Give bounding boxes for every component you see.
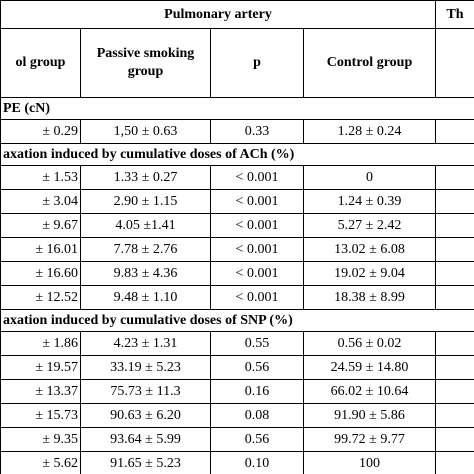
table-cell: 9.83 ± 4.36 (80, 261, 211, 286)
table-row: ± 3.04 2.90 ± 1.15 < 0.001 1.24 ± 0.39 (0, 189, 474, 214)
table-cell: 33.19 ± 5.23 (80, 355, 211, 380)
table-cell: 24.59 ± 14.80 (302, 355, 437, 380)
table-cell (435, 331, 474, 356)
table-cell: ± 1.53 (0, 165, 81, 190)
table-cell: ± 9.67 (0, 213, 81, 238)
table-row: axation induced by cumulative doses of A… (0, 143, 474, 166)
table-cell (435, 213, 474, 238)
table-cell (435, 427, 474, 452)
table-cell: < 0.001 (210, 213, 304, 238)
column-header: ol group (0, 28, 81, 98)
table-cell: ± 16.01 (0, 237, 81, 262)
table-cell: < 0.001 (210, 285, 304, 310)
table-cell: 0.56 (210, 427, 304, 452)
table-cell: 1.28 ± 0.24 (302, 119, 437, 144)
table-row: ± 15.73 90.63 ± 6.20 0.08 91.90 ± 5.86 (0, 403, 474, 428)
group-header: Th (435, 0, 474, 29)
table-cell: 66.02 ± 10.64 (302, 379, 437, 404)
table-row: ± 16.01 7.78 ± 2.76 < 0.001 13.02 ± 6.08 (0, 237, 474, 262)
table-cell: 91.65 ± 5.23 (80, 451, 211, 474)
table-row: PE (cN) (0, 97, 474, 120)
table-cell: 91.90 ± 5.86 (302, 403, 437, 428)
table-cell (435, 261, 474, 286)
column-header: Control group (302, 28, 437, 98)
table-cell: 1.33 ± 0.27 (80, 165, 211, 190)
table-cell: 5.27 ± 2.42 (302, 213, 437, 238)
table-cell: 0.16 (210, 379, 304, 404)
table-row: ± 5.62 91.65 ± 5.23 0.10 100 (0, 451, 474, 474)
table-cell: ± 13.37 (0, 379, 81, 404)
table-row: ± 19.57 33.19 ± 5.23 0.56 24.59 ± 14.80 (0, 355, 474, 380)
table-cell: 93.64 ± 5.99 (80, 427, 211, 452)
table-cell: 0 (302, 165, 437, 190)
table-cell: 7.78 ± 2.76 (80, 237, 211, 262)
table-row: ± 1.53 1.33 ± 0.27 < 0.001 0 (0, 165, 474, 190)
table-cell (435, 403, 474, 428)
table-cell: < 0.001 (210, 261, 304, 286)
table-cell: < 0.001 (210, 189, 304, 214)
table-cell (435, 119, 474, 144)
column-header: p (210, 28, 304, 98)
table-cell: ± 15.73 (0, 403, 81, 428)
table-cell (435, 189, 474, 214)
table-cell: < 0.001 (210, 237, 304, 262)
column-header: Passive smoking group (80, 28, 211, 98)
section-title: axation induced by cumulative doses of S… (0, 309, 474, 332)
table-cell: 1.24 ± 0.39 (302, 189, 437, 214)
table-row: ± 0.29 1,50 ± 0.63 0.33 1.28 ± 0.24 (0, 119, 474, 144)
table-cell: ± 9.35 (0, 427, 81, 452)
table-cell: 0.10 (210, 451, 304, 474)
table-cell: 0.08 (210, 403, 304, 428)
table-cell: 13.02 ± 6.08 (302, 237, 437, 262)
column-header (435, 28, 474, 98)
table-row: ± 1.86 4.23 ± 1.31 0.55 0.56 ± 0.02 (0, 331, 474, 356)
table-cell: ± 19.57 (0, 355, 81, 380)
table-cell (435, 379, 474, 404)
table-cell (435, 355, 474, 380)
table-row: ol group Passive smoking group p Control gr… (0, 28, 474, 98)
table-cell: ± 16.60 (0, 261, 81, 286)
table-cell: 1,50 ± 0.63 (80, 119, 211, 144)
section-title: PE (cN) (0, 97, 474, 120)
table-cell (435, 237, 474, 262)
table-cell: 0.33 (210, 119, 304, 144)
table-cell (435, 451, 474, 474)
table-cell: ± 12.52 (0, 285, 81, 310)
table-row: Pulmonary artery Th (0, 0, 474, 29)
table-cell: 0.56 ± 0.02 (302, 331, 437, 356)
table-cell: 0.56 (210, 355, 304, 380)
table-cell: 19.02 ± 9.04 (302, 261, 437, 286)
section-title: axation induced by cumulative doses of A… (0, 143, 474, 166)
table-row: ± 9.35 93.64 ± 5.99 0.56 99.72 ± 9.77 (0, 427, 474, 452)
table-row: ± 16.60 9.83 ± 4.36 < 0.001 19.02 ± 9.04 (0, 261, 474, 286)
table-cell: ± 1.86 (0, 331, 81, 356)
table-cell: 90.63 ± 6.20 (80, 403, 211, 428)
table-cell: < 0.001 (210, 165, 304, 190)
table-row: axation induced by cumulative doses of S… (0, 309, 474, 332)
table-cell: 0.55 (210, 331, 304, 356)
table-cell: 75.73 ± 11.3 (80, 379, 211, 404)
table-cell: 4.05 ±1.41 (80, 213, 211, 238)
table-cell: 9.48 ± 1.10 (80, 285, 211, 310)
table-row: ± 9.67 4.05 ±1.41 < 0.001 5.27 ± 2.42 (0, 213, 474, 238)
table-cell: ± 5.62 (0, 451, 81, 474)
table-cell (435, 165, 474, 190)
table-cell: 100 (302, 451, 437, 474)
table-row: ± 12.52 9.48 ± 1.10 < 0.001 18.38 ± 8.99 (0, 285, 474, 310)
group-header: Pulmonary artery (0, 0, 437, 29)
table-cell: 99.72 ± 9.77 (302, 427, 437, 452)
table-cell: 2.90 ± 1.15 (80, 189, 211, 214)
table-cell (435, 285, 474, 310)
table-row: ± 13.37 75.73 ± 11.3 0.16 66.02 ± 10.64 (0, 379, 474, 404)
table-cell: 18.38 ± 8.99 (302, 285, 437, 310)
table-cell: ± 3.04 (0, 189, 81, 214)
table-cell: 4.23 ± 1.31 (80, 331, 211, 356)
table-cell: ± 0.29 (0, 119, 81, 144)
